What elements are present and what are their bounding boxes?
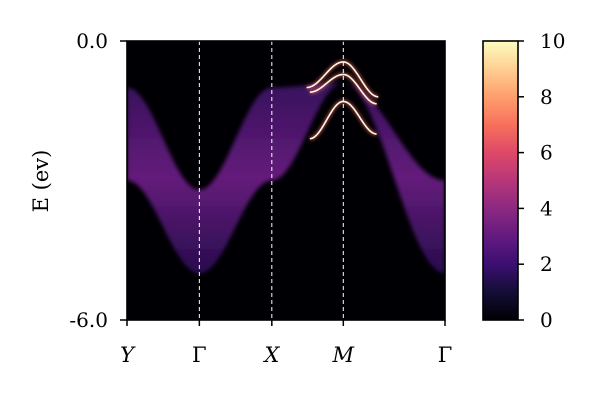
spectral-continuum	[127, 82, 445, 274]
plot-frame	[126, 40, 446, 321]
colorbar-ticks: 0 2 4 6 8 10	[518, 29, 565, 332]
colorbar	[482, 40, 519, 321]
x-tick-label-4: Γ	[438, 343, 453, 367]
y-tick-label-bottom: -6.0	[69, 308, 108, 332]
x-tick-label-2: X	[262, 343, 280, 367]
k-point-lines	[198, 41, 344, 320]
y-axis-label: E (ev)	[29, 150, 53, 213]
y-tick-label-top: 0.0	[76, 29, 108, 53]
x-tick-label-1: Γ	[192, 343, 207, 367]
colorbar-tick-label-0: 0	[540, 308, 553, 332]
band-3-line	[309, 100, 377, 140]
x-tick-label-0: Y	[120, 343, 136, 367]
x-tick-label-3: M	[332, 343, 355, 367]
colorbar-tick-label-4: 8	[540, 85, 553, 109]
band-1-line	[306, 61, 379, 98]
colorbar-tick-label-2: 4	[540, 196, 553, 220]
sharp-bands-group	[306, 59, 379, 141]
band-2-line	[309, 73, 377, 105]
colorbar-tick-label-1: 2	[540, 252, 553, 276]
colorbar-tick-label-3: 6	[540, 141, 553, 165]
colorbar-tick-label-5: 10	[540, 29, 565, 53]
